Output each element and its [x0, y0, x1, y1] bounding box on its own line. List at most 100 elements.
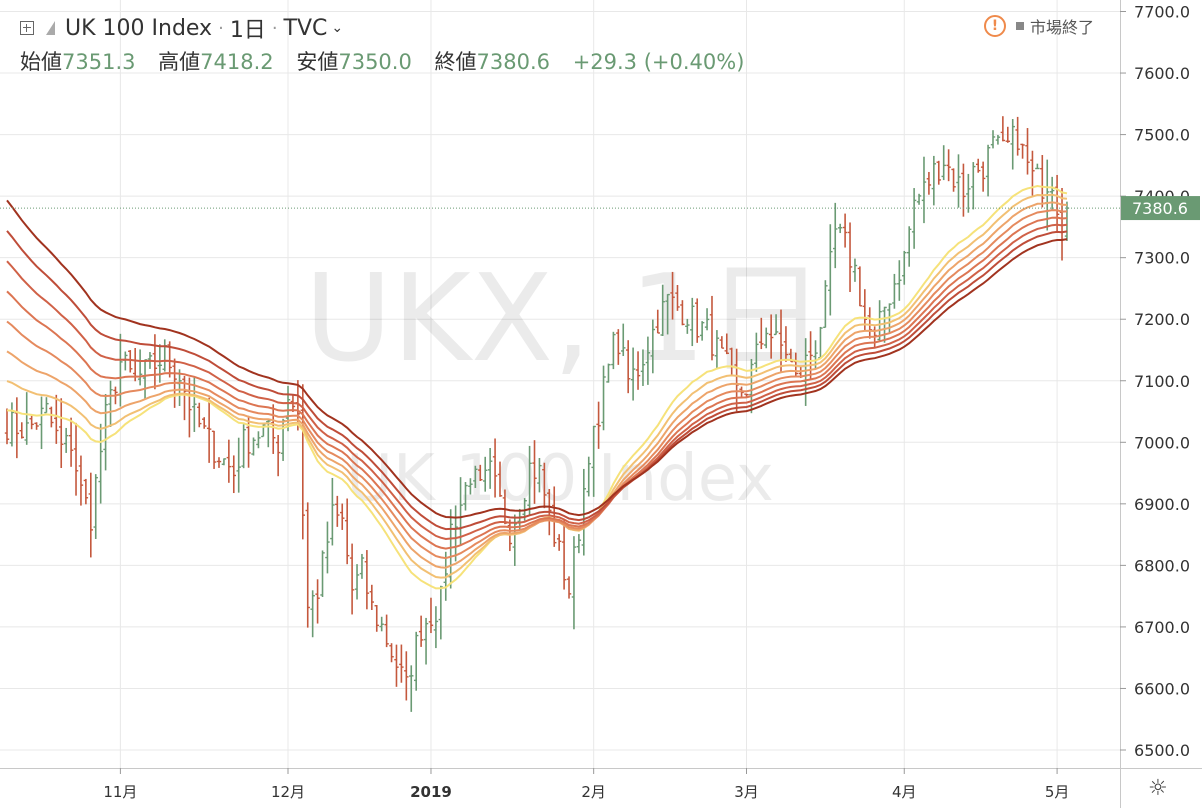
ohlc-bar: [83, 478, 89, 505]
ohlc-bar: [675, 285, 680, 311]
ohlc-bar: [24, 392, 29, 445]
ema-line: [6, 199, 1068, 519]
price-tick-label: 7100.0: [1134, 372, 1190, 391]
market-status-text: 市場終了: [1030, 18, 1095, 37]
ohlc-bar: [428, 597, 434, 634]
settings-gear-icon[interactable]: ☼: [1148, 776, 1168, 801]
ohlc-bar: [936, 160, 941, 185]
ohlc-bar: [4, 408, 10, 445]
ohlc-bar: [749, 358, 754, 414]
ohlc-bar: [418, 615, 424, 647]
price-tick-label: 6500.0: [1134, 741, 1190, 760]
market-status[interactable]: ! 市場終了: [984, 14, 1094, 38]
ohlc-bar: [971, 162, 976, 210]
warning-icon[interactable]: !: [984, 15, 1006, 37]
ohlc-bar: [739, 386, 744, 399]
ohlc-bar: [137, 349, 143, 386]
ohlc-bar: [478, 464, 483, 482]
ohlc-bar: [251, 437, 256, 456]
ohlc-bar: [369, 584, 375, 611]
ohlc-bar: [192, 377, 197, 432]
ohlc-bar: [783, 326, 789, 362]
ohlc-bar: [399, 644, 404, 683]
ohlc-bar: [961, 163, 966, 217]
ohlc-bar: [951, 168, 956, 192]
ohlc-bar: [14, 397, 20, 459]
high-value: 7418.2: [200, 50, 274, 74]
ohlc-bar: [88, 472, 94, 558]
time-tick-label: 12月: [271, 783, 305, 801]
chart-watermark: UKX, 1日 UK 100 Index: [304, 250, 825, 516]
ohlc-bar: [837, 223, 843, 234]
exchange-label[interactable]: TVC: [283, 15, 328, 41]
ohlc-bar: [497, 461, 503, 497]
ohlc-bar: [394, 644, 399, 687]
ohlc-bar: [187, 377, 192, 438]
expand-plus-icon[interactable]: [20, 21, 34, 35]
ohlc-bar: [315, 579, 320, 624]
ohlc-bar: [1005, 126, 1010, 143]
symbol-flag-icon: [46, 21, 55, 35]
ohlc-bar: [404, 651, 409, 701]
ohlc-bar: [1035, 163, 1040, 170]
symbol-name[interactable]: UK 100 Index: [65, 15, 213, 41]
ohlc-bar: [320, 550, 325, 597]
watermark-symbol: UKX, 1日: [304, 250, 825, 389]
ohlc-bar: [54, 394, 59, 444]
ohlc-bar: [364, 550, 370, 610]
ohlc-bar: [877, 300, 882, 341]
ohlc-bar: [463, 482, 468, 511]
ohlc-bar: [699, 321, 705, 341]
ohlc-bar: [640, 349, 646, 386]
high-label: 高値: [158, 50, 201, 74]
ohlc-bar: [586, 456, 591, 497]
ohlc-bar: [995, 134, 1001, 145]
ohlc-bar: [1020, 143, 1025, 159]
time-tick-label: 5月: [1045, 783, 1070, 801]
ohlc-bar: [78, 455, 84, 506]
ohlc-bar: [650, 319, 656, 374]
ohlc-bar: [226, 439, 232, 483]
ohlc-bar: [527, 445, 532, 516]
close-label: 終値: [434, 50, 477, 74]
ohlc-bar: [566, 576, 572, 599]
ohlc-bar: [980, 161, 986, 192]
ohlc-bar: [389, 643, 394, 663]
ohlc-bar: [556, 534, 562, 551]
ohlc-bar: [985, 144, 991, 197]
ohlc-bar: [596, 401, 601, 449]
ohlc-bar: [665, 293, 670, 335]
price-tick-label: 7600.0: [1134, 64, 1190, 83]
ohlc-bar: [162, 339, 167, 372]
ohlc-bar: [990, 130, 996, 149]
time-tick-label: 4月: [892, 783, 917, 801]
open-label: 始値: [20, 50, 62, 74]
ohlc-bar: [335, 495, 340, 527]
ohlc-bar: [142, 359, 148, 400]
ohlc-bar: [59, 398, 64, 469]
ohlc-bar: [118, 333, 123, 407]
ohlc-bar: [704, 308, 710, 331]
ohlc-bar: [1040, 155, 1045, 208]
ohlc-bar: [108, 380, 113, 428]
ohlc-bar: [916, 193, 922, 205]
ohlc-bar: [611, 331, 616, 370]
ohlc-bar: [842, 213, 848, 248]
ohlc-bar: [680, 300, 685, 326]
chevron-down-icon[interactable]: ⌄: [331, 20, 344, 36]
ohlc-bar: [576, 534, 582, 554]
ohlc-bar: [63, 427, 69, 453]
ohlc-bar: [44, 397, 49, 414]
ohlc-bar: [211, 430, 217, 469]
last-price-label: 7380.6: [1121, 196, 1200, 221]
ohlc-bar: [379, 616, 384, 632]
change-value: +29.3 (+0.40%): [572, 50, 745, 74]
price-tick-label: 7300.0: [1134, 249, 1190, 268]
ohlc-bar: [206, 397, 212, 463]
ohlc-bar: [645, 336, 651, 385]
price-tick-label: 7500.0: [1134, 126, 1190, 145]
open-value: 7351.3: [62, 50, 136, 74]
separator-dot: ·: [218, 17, 224, 39]
interval-label[interactable]: 1日: [229, 18, 266, 43]
